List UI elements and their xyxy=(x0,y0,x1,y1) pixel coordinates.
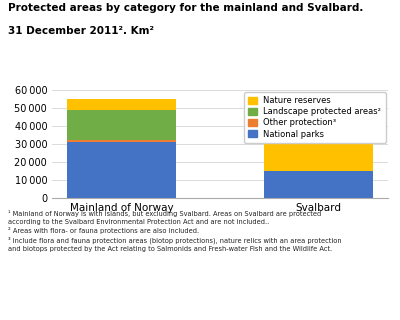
Legend: Nature reserves, Landscape protected areas², Other protection³, National parks: Nature reserves, Landscape protected are… xyxy=(244,92,386,143)
Text: 31 December 2011². Km²: 31 December 2011². Km² xyxy=(8,26,154,36)
Bar xyxy=(67,109,176,140)
Bar xyxy=(67,140,176,142)
Text: Protected areas by category for the mainland and Svalbard.: Protected areas by category for the main… xyxy=(8,3,363,13)
Text: ¹ Mainland of Norway is with islands, but excluding Svalbard. Areas on Svalbard : ¹ Mainland of Norway is with islands, bu… xyxy=(8,210,342,252)
Bar xyxy=(264,171,373,198)
Bar xyxy=(67,99,176,109)
Bar xyxy=(67,142,176,198)
Bar xyxy=(264,126,373,171)
